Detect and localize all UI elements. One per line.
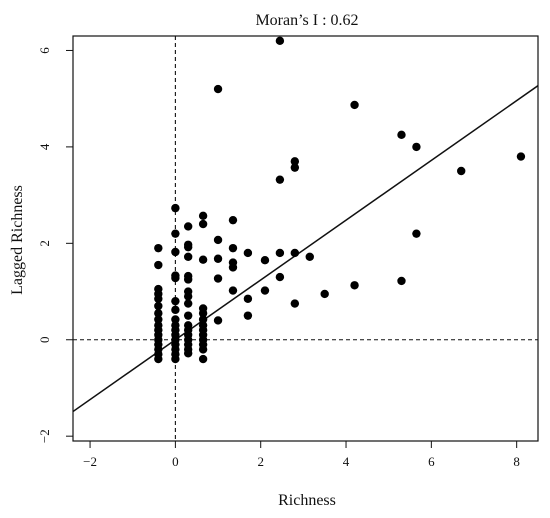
- data-point: [228, 263, 238, 272]
- plot-area: −2 0 2 4 6 8 −2 0 2 4 6: [37, 35, 539, 469]
- data-point: [516, 152, 526, 161]
- data-point: [228, 243, 238, 253]
- data-point: [457, 166, 466, 176]
- regression-line: [73, 85, 538, 413]
- data-point: [290, 299, 300, 308]
- data-point: [183, 349, 193, 358]
- data-point: [275, 175, 285, 184]
- data-point: [183, 222, 193, 231]
- y-tick-label: 2: [37, 240, 52, 247]
- x-axis-label: Richness: [278, 492, 336, 509]
- data-point: [198, 219, 208, 229]
- data-point: [183, 252, 193, 262]
- y-tick-label: 4: [37, 143, 52, 150]
- x-tick-label: 8: [513, 454, 520, 469]
- plot-frame: [72, 35, 539, 442]
- data-point: [171, 315, 180, 324]
- data-point: [275, 36, 285, 46]
- data-point: [350, 281, 359, 290]
- data-point: [305, 252, 314, 262]
- data-point: [412, 142, 421, 152]
- data-point: [183, 242, 193, 252]
- data-point: [198, 211, 208, 221]
- data-point: [154, 243, 163, 253]
- data-point: [290, 163, 300, 172]
- data-point: [228, 286, 238, 295]
- y-tick-label: 0: [37, 337, 52, 344]
- x-tick-label: 0: [172, 454, 179, 469]
- data-point: [213, 274, 223, 283]
- data-point: [183, 299, 193, 308]
- data-point: [412, 229, 421, 238]
- data-point: [154, 354, 163, 364]
- data-point: [171, 203, 180, 213]
- data-point: [171, 296, 180, 306]
- data-point: [243, 294, 253, 303]
- data-point: [275, 272, 285, 282]
- data-point: [275, 248, 285, 258]
- data-point: [198, 309, 208, 318]
- data-point: [320, 289, 329, 299]
- data-point: [213, 254, 223, 263]
- data-point: [171, 273, 180, 283]
- data-point: [243, 311, 253, 320]
- data-point: [171, 229, 180, 238]
- y-tick-label: 6: [37, 47, 52, 54]
- x-tick-label: −2: [83, 454, 97, 469]
- x-tick-label: 6: [428, 454, 435, 469]
- data-point: [213, 235, 223, 245]
- data-point: [171, 354, 180, 364]
- y-tick-label: −2: [37, 429, 52, 443]
- data-point: [183, 292, 193, 301]
- data-point: [290, 248, 300, 258]
- data-point: [198, 345, 208, 354]
- data-point: [154, 301, 163, 311]
- data-point: [397, 130, 406, 140]
- data-point: [183, 275, 193, 284]
- data-point: [154, 294, 163, 303]
- data-point: [171, 305, 180, 315]
- data-point: [213, 316, 223, 325]
- data-point: [397, 276, 406, 286]
- data-point: [198, 315, 208, 324]
- data-point: [183, 311, 193, 320]
- data-point: [154, 260, 163, 270]
- chart-title: Moran’s I : 0.62: [255, 12, 358, 29]
- x-tick-label: 2: [257, 454, 264, 469]
- y-axis-label: Lagged Richness: [9, 185, 26, 295]
- data-point: [260, 255, 270, 265]
- data-point: [171, 247, 180, 257]
- data-point: [243, 248, 253, 258]
- data-point: [213, 84, 223, 94]
- data-point: [228, 215, 238, 225]
- data-point: [154, 315, 163, 324]
- data-point: [290, 157, 300, 166]
- data-point: [350, 100, 359, 110]
- data-point: [198, 354, 208, 364]
- data-point: [154, 309, 163, 318]
- data-point: [260, 286, 270, 295]
- data-point: [198, 255, 208, 264]
- x-tick-label: 4: [343, 454, 350, 469]
